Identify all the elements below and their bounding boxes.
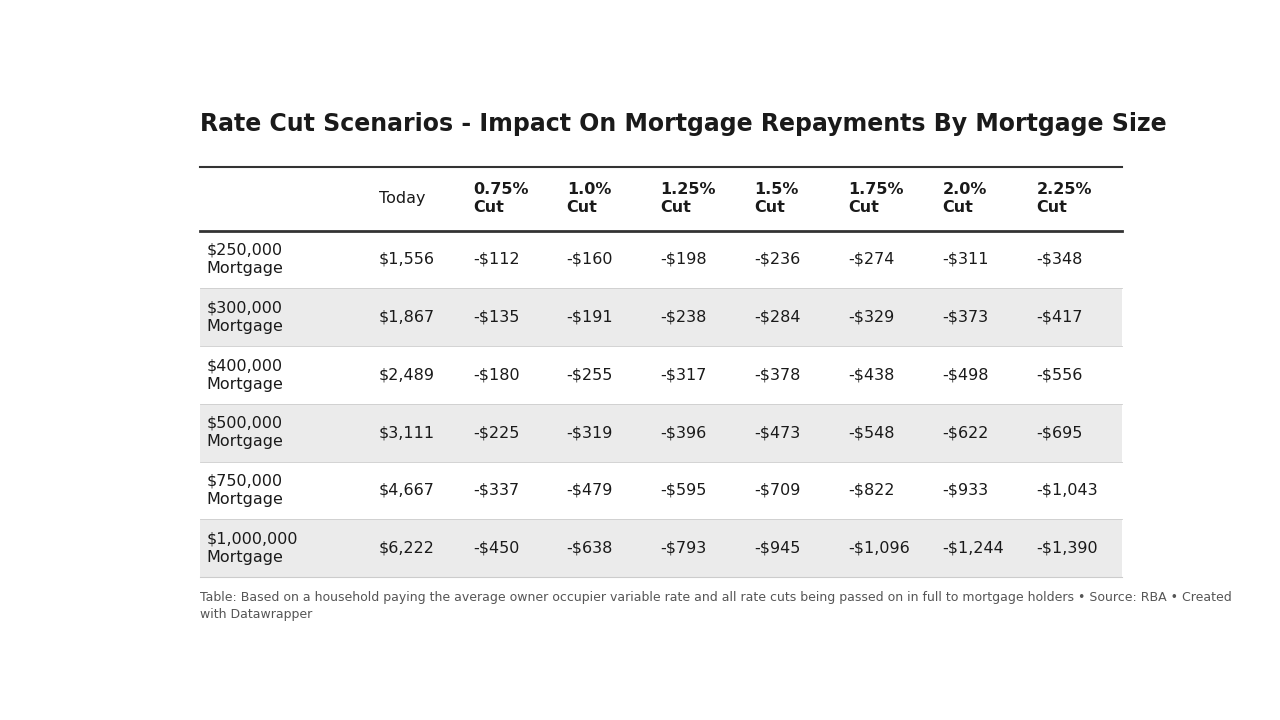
Text: -$284: -$284 xyxy=(754,310,801,325)
Text: $300,000
Mortgage: $300,000 Mortgage xyxy=(206,300,283,334)
Text: Rate Cut Scenarios - Impact On Mortgage Repayments By Mortgage Size: Rate Cut Scenarios - Impact On Mortgage … xyxy=(200,112,1166,136)
Bar xyxy=(200,519,1123,577)
Text: 2.25%
Cut: 2.25% Cut xyxy=(1037,182,1092,215)
Text: Table: Based on a household paying the average owner occupier variable rate and : Table: Based on a household paying the a… xyxy=(200,591,1231,621)
Text: $1,867: $1,867 xyxy=(379,310,435,325)
Text: -$198: -$198 xyxy=(660,252,708,267)
Text: -$274: -$274 xyxy=(849,252,895,267)
Text: -$933: -$933 xyxy=(942,483,988,498)
Text: -$1,390: -$1,390 xyxy=(1037,541,1098,556)
Text: $1,556: $1,556 xyxy=(379,252,435,267)
Text: -$638: -$638 xyxy=(567,541,613,556)
Text: -$348: -$348 xyxy=(1037,252,1083,267)
Bar xyxy=(200,288,1123,346)
Text: -$255: -$255 xyxy=(567,367,613,382)
Text: 2.0%
Cut: 2.0% Cut xyxy=(942,182,987,215)
Text: -$709: -$709 xyxy=(754,483,801,498)
Text: -$548: -$548 xyxy=(849,426,895,440)
Text: -$945: -$945 xyxy=(754,541,801,556)
Text: -$160: -$160 xyxy=(567,252,613,267)
Text: -$317: -$317 xyxy=(660,367,707,382)
Text: $400,000
Mortgage: $400,000 Mortgage xyxy=(206,358,283,392)
Text: -$373: -$373 xyxy=(942,310,988,325)
Text: $4,667: $4,667 xyxy=(379,483,435,498)
Text: -$238: -$238 xyxy=(660,310,707,325)
Text: -$319: -$319 xyxy=(567,426,613,440)
Text: -$112: -$112 xyxy=(472,252,520,267)
Text: -$337: -$337 xyxy=(472,483,518,498)
Text: -$329: -$329 xyxy=(849,310,895,325)
Text: 0.75%
Cut: 0.75% Cut xyxy=(472,182,529,215)
Text: -$311: -$311 xyxy=(942,252,989,267)
Text: 1.5%
Cut: 1.5% Cut xyxy=(754,182,799,215)
Text: -$595: -$595 xyxy=(660,483,707,498)
Text: $3,111: $3,111 xyxy=(379,426,435,440)
Text: $1,000,000
Mortgage: $1,000,000 Mortgage xyxy=(206,531,298,565)
Text: -$378: -$378 xyxy=(754,367,801,382)
Bar xyxy=(200,404,1123,462)
Text: -$191: -$191 xyxy=(567,310,613,325)
Text: -$1,043: -$1,043 xyxy=(1037,483,1098,498)
Text: -$479: -$479 xyxy=(567,483,613,498)
Text: -$695: -$695 xyxy=(1037,426,1083,440)
Text: -$236: -$236 xyxy=(754,252,801,267)
Text: -$438: -$438 xyxy=(849,367,895,382)
Text: $500,000
Mortgage: $500,000 Mortgage xyxy=(206,416,283,449)
Text: 1.75%
Cut: 1.75% Cut xyxy=(849,182,904,215)
Text: -$556: -$556 xyxy=(1037,367,1083,382)
Text: $250,000
Mortgage: $250,000 Mortgage xyxy=(206,243,283,276)
Text: $750,000
Mortgage: $750,000 Mortgage xyxy=(206,474,283,507)
Text: -$225: -$225 xyxy=(472,426,520,440)
Text: Today: Today xyxy=(379,192,425,206)
Text: -$396: -$396 xyxy=(660,426,707,440)
Text: -$622: -$622 xyxy=(942,426,988,440)
Text: -$822: -$822 xyxy=(849,483,895,498)
Text: $2,489: $2,489 xyxy=(379,367,435,382)
Text: -$473: -$473 xyxy=(754,426,801,440)
Text: -$1,096: -$1,096 xyxy=(849,541,910,556)
Text: 1.0%
Cut: 1.0% Cut xyxy=(567,182,611,215)
Text: -$450: -$450 xyxy=(472,541,520,556)
Text: 1.25%
Cut: 1.25% Cut xyxy=(660,182,716,215)
Text: -$180: -$180 xyxy=(472,367,520,382)
Text: -$1,244: -$1,244 xyxy=(942,541,1004,556)
Text: -$793: -$793 xyxy=(660,541,707,556)
Text: -$417: -$417 xyxy=(1037,310,1083,325)
Text: -$135: -$135 xyxy=(472,310,520,325)
Text: -$498: -$498 xyxy=(942,367,989,382)
Text: $6,222: $6,222 xyxy=(379,541,435,556)
